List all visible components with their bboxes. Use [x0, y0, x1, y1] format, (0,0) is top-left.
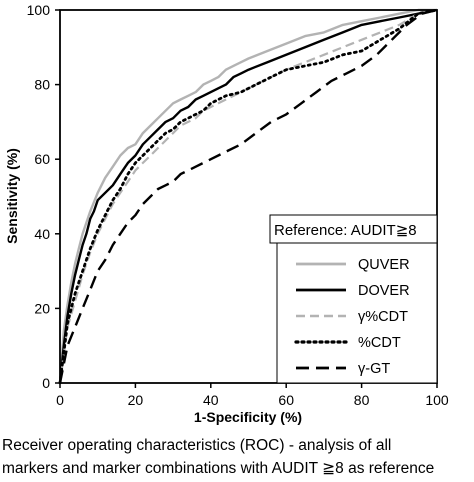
- figure-caption: Receiver operating characteristics (ROC)…: [2, 434, 472, 480]
- legend-box: [276, 242, 438, 384]
- legend-header-box: [269, 214, 438, 244]
- plot-frame: [59, 9, 438, 384]
- caption-line-2: markers and marker combinations with AUD…: [2, 460, 435, 477]
- legend-label-4: %CDT: [358, 335, 401, 351]
- series-line-3: [58, 8, 438, 384]
- series-line-4: [58, 8, 439, 385]
- x-tick-label-1: 0: [56, 392, 64, 408]
- y-tick-label-2: 20: [34, 300, 50, 316]
- ticks-layer: 0 20 40 60 80 100 0 20 40 60 80 100: [27, 2, 449, 408]
- legend-label-5: γ-GT: [358, 361, 390, 377]
- y-tick-label-3: 40: [34, 226, 50, 242]
- legend-items: QUVER DOVER γ%CDT %CDT γ-GT: [294, 257, 410, 377]
- x-tick-label-5: 80: [354, 392, 370, 408]
- y-axis-label: Sensitivity (%): [4, 148, 20, 244]
- x-tick-label-6: 100: [425, 392, 449, 408]
- legend-label-1: QUVER: [358, 257, 410, 273]
- y-tick-label-4: 60: [34, 151, 50, 167]
- y-tick-label-6: 100: [27, 2, 51, 18]
- y-tick-label-5: 80: [34, 77, 50, 93]
- x-tick-label-3: 40: [203, 392, 219, 408]
- legend-label-2: DOVER: [358, 283, 410, 299]
- legend: Reference: AUDIT≧8 QUVER DOVER γ%CDT %CDT γ-…: [269, 214, 438, 384]
- legend-title: Reference: AUDIT≧8: [274, 222, 417, 239]
- y-tick-label-1: 0: [42, 375, 50, 391]
- x-tick-label-4: 60: [278, 392, 294, 408]
- series-line-1: [58, 8, 437, 384]
- series-line-2: [58, 8, 438, 384]
- series-layer: [58, 8, 439, 385]
- series-line-5: [58, 8, 438, 384]
- x-tick-label-2: 20: [128, 392, 144, 408]
- roc-chart: 0 20 40 60 80 100 0 20 40 60 80 100 1-Specificity (…: [4, 2, 449, 425]
- x-axis-label: 1-Specificity (%): [194, 409, 302, 425]
- caption-line-1: Receiver operating characteristics (ROC)…: [2, 437, 392, 454]
- legend-label-3: γ%CDT: [358, 309, 408, 325]
